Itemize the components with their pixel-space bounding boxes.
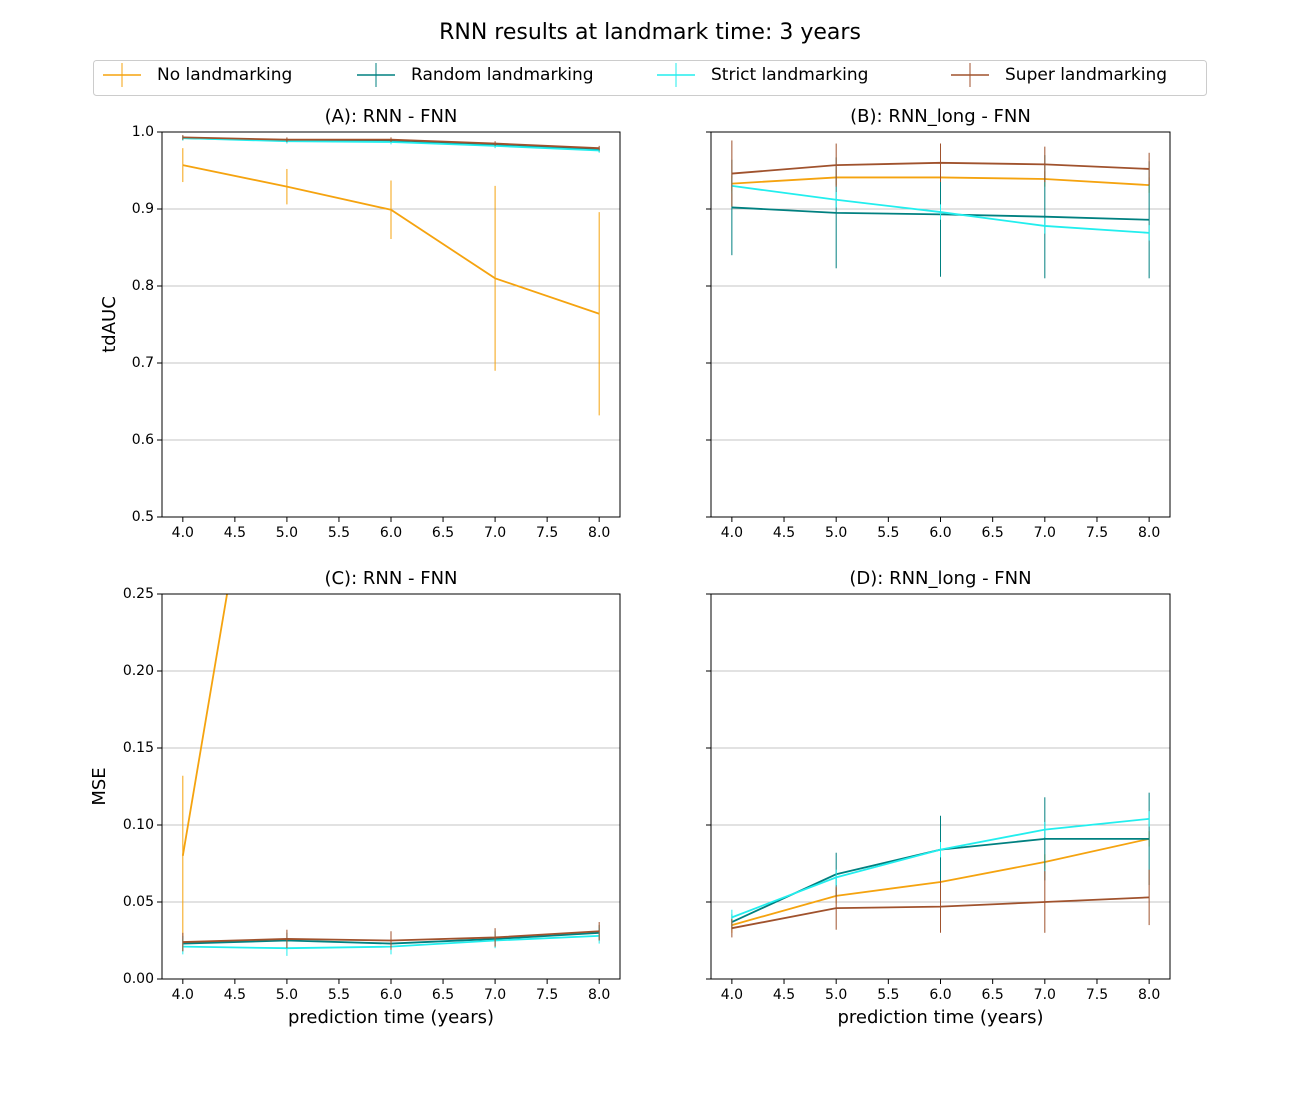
x-tick-label: 5.0: [276, 987, 298, 1003]
x-tick-label: 6.5: [432, 525, 454, 541]
series-line: [731, 161, 1150, 175]
panel-title: (B): RNN_long - FNN: [850, 106, 1031, 127]
y-tick-label: 1.0: [132, 124, 154, 140]
y-tick-label: 0.9: [132, 201, 154, 217]
x-tick-label: 4.5: [773, 987, 795, 1003]
legend-label: Strict landmarking: [711, 65, 868, 85]
y-tick-label: 0.20: [123, 663, 154, 679]
y-tick-label: 0.00: [123, 971, 154, 987]
plot-area: [181, 594, 600, 956]
y-tick-label: 0.5: [132, 509, 154, 525]
x-tick-label: 7.5: [1086, 525, 1108, 541]
y-tick-label: 0.7: [132, 355, 154, 371]
legend-label: No landmarking: [157, 65, 292, 85]
x-tick-label: 8.0: [588, 987, 610, 1003]
x-tick-label: 5.0: [825, 525, 847, 541]
x-tick-label: 4.5: [224, 987, 246, 1003]
series-line: [182, 930, 600, 943]
x-tick-label: 6.0: [929, 525, 951, 541]
y-tick-label: 0.05: [123, 894, 154, 910]
y-tick-label: 0.8: [132, 278, 154, 294]
legend-label: Random landmarking: [411, 65, 594, 85]
x-tick-label: 7.5: [536, 525, 558, 541]
x-tick-label: 5.0: [276, 525, 298, 541]
x-tick-label: 6.0: [380, 987, 402, 1003]
x-tick-label: 4.5: [773, 525, 795, 541]
x-tick-label: 5.0: [825, 987, 847, 1003]
series-line: [731, 817, 1150, 919]
x-tick-label: 4.0: [721, 987, 743, 1003]
axes-frame: [161, 131, 621, 518]
y-tick-label: 0.10: [123, 817, 154, 833]
axes-frame: [710, 131, 1171, 518]
x-axis-label: prediction time (years): [838, 1007, 1044, 1028]
x-tick-label: 7.0: [484, 987, 506, 1003]
x-tick-label: 6.0: [380, 525, 402, 541]
x-tick-label: 5.5: [877, 987, 899, 1003]
plot-area: [182, 135, 600, 416]
panel-title: (D): RNN_long - FNN: [849, 568, 1031, 589]
x-tick-label: 5.5: [328, 525, 350, 541]
panel-title: (A): RNN - FNN: [325, 106, 458, 127]
y-tick-label: 0.25: [123, 586, 154, 602]
series-line: [731, 185, 1150, 234]
x-tick-label: 4.0: [172, 987, 194, 1003]
x-tick-label: 8.0: [588, 525, 610, 541]
x-tick-label: 7.0: [1034, 987, 1056, 1003]
axes-frame: [710, 593, 1171, 980]
x-tick-label: 8.0: [1138, 525, 1160, 541]
legend-box: [93, 60, 1207, 96]
plot-area: [731, 792, 1150, 938]
x-tick-label: 6.5: [982, 525, 1004, 541]
series-line: [182, 164, 600, 315]
y-tick-label: 0.15: [123, 740, 154, 756]
series-line: [182, 136, 600, 150]
x-tick-label: 4.5: [224, 525, 246, 541]
x-tick-label: 4.0: [721, 525, 743, 541]
panel-title: (C): RNN - FNN: [324, 568, 457, 589]
x-tick-label: 7.0: [484, 525, 506, 541]
x-tick-label: 8.0: [1138, 987, 1160, 1003]
x-tick-label: 5.5: [877, 525, 899, 541]
x-axis-label: prediction time (years): [288, 1007, 494, 1028]
series-line: [731, 896, 1150, 930]
x-tick-label: 6.5: [982, 987, 1004, 1003]
y-axis-label: MSE: [89, 767, 110, 805]
y-axis-label: tdAUC: [99, 296, 120, 353]
x-tick-label: 5.5: [328, 987, 350, 1003]
x-tick-label: 7.5: [1086, 987, 1108, 1003]
figure-title: RNN results at landmark time: 3 years: [439, 20, 861, 45]
legend-label: Super landmarking: [1005, 65, 1167, 85]
x-tick-label: 4.0: [172, 525, 194, 541]
x-tick-label: 6.0: [929, 987, 951, 1003]
axes-frame: [161, 593, 621, 980]
x-tick-label: 7.5: [536, 987, 558, 1003]
x-tick-label: 6.5: [432, 987, 454, 1003]
y-tick-label: 0.6: [132, 432, 154, 448]
plot-area: [731, 140, 1150, 279]
x-tick-label: 7.0: [1034, 525, 1056, 541]
